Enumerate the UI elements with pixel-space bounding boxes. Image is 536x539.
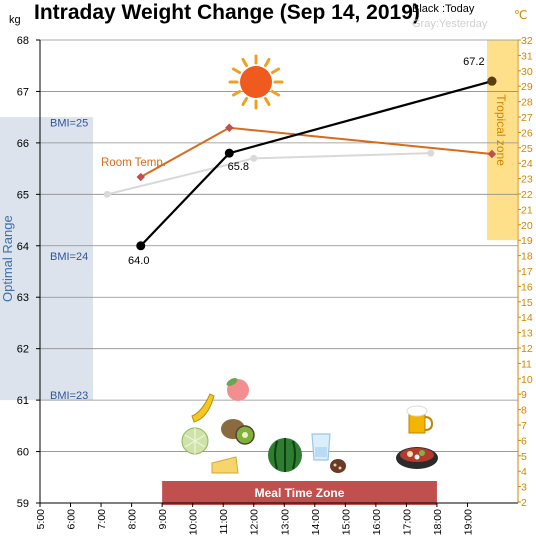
x-tick-label: 12:00 (249, 509, 261, 535)
x-tick-label: 10:00 (188, 509, 200, 535)
x-tick-label: 19:00 (462, 509, 474, 535)
water-glass-icon (311, 433, 331, 461)
y-tick-label: 60 (17, 447, 29, 459)
y2-tick-label: 20 (521, 220, 533, 232)
room-temp-series-point (487, 149, 497, 159)
y2-tick-label: 28 (521, 97, 533, 109)
yesterday-series-point (427, 149, 435, 157)
meal-time-zone-label: Meal Time Zone (255, 486, 345, 500)
x-tick-label: 8:00 (127, 509, 139, 530)
y2-tick-label: 31 (521, 50, 533, 62)
y2-tick-label: 32 (521, 35, 533, 47)
x-tick-label: 6:00 (66, 509, 78, 530)
y-tick-label: 64 (17, 241, 29, 253)
today-series-line (139, 80, 493, 247)
y2-tick-label: 26 (521, 127, 533, 139)
room-temp-series-point (136, 172, 146, 182)
y2-tick-label: 7 (521, 420, 527, 432)
today-data-label: 67.2 (463, 56, 484, 68)
y2-tick-label: 10 (521, 374, 533, 386)
today-series-point (487, 76, 497, 86)
chocolate-icon (330, 459, 346, 473)
optimal-range-band (0, 117, 93, 401)
yesterday-series-point (103, 190, 111, 198)
x-tick-label: 15:00 (340, 509, 352, 535)
y2-tick-label: 14 (521, 312, 533, 324)
y2-tick-label: 12 (521, 343, 533, 355)
bmi-label: BMI=23 (50, 390, 88, 402)
y-tick-label: 65 (17, 189, 29, 201)
x-tick-label: 14:00 (310, 509, 322, 535)
y2-tick-label: 3 (521, 482, 527, 494)
y-tick-label: 59 (17, 498, 29, 510)
y2-tick-label: 27 (521, 112, 533, 124)
y2-tick-label: 29 (521, 81, 533, 93)
room-temp-series-point (225, 123, 234, 133)
today-series-point (224, 148, 234, 158)
banana-icon (191, 393, 215, 423)
beer-icon (406, 405, 434, 434)
watermelon-icon (268, 438, 302, 472)
y2-tick-label: 9 (521, 389, 527, 401)
y2-tick-label: 4 (521, 466, 527, 478)
y2-tick-label: 13 (521, 328, 533, 340)
bmi-label: BMI=25 (50, 117, 88, 129)
today-data-label: 64.0 (128, 255, 149, 267)
x-tick-label: 9:00 (157, 509, 169, 530)
room-temp-series-line (140, 126, 492, 178)
optimal-range-label: Optimal Range (0, 215, 15, 302)
today-data-label: 65.8 (228, 161, 249, 173)
x-tick-label: 5:00 (35, 509, 47, 530)
legend-today: Black :Today (412, 3, 475, 15)
y2-tick-label: 25 (521, 143, 533, 155)
y-tick-label: 66 (17, 138, 29, 150)
cheese-icon (211, 456, 239, 474)
y2-tick-label: 30 (521, 66, 533, 78)
y-tick-label: 61 (17, 395, 29, 407)
y2-tick-label: 2 (521, 497, 527, 509)
x-tick-label: 11:00 (218, 509, 230, 535)
x-tick-label: 18:00 (432, 509, 444, 535)
sun-icon (228, 54, 284, 110)
y2-tick-label: 6 (521, 435, 527, 447)
x-tick-label: 16:00 (371, 509, 383, 535)
peach-icon (226, 378, 249, 401)
bmi-label: BMI=24 (50, 251, 88, 263)
legend-yesterday: Gray:Yesterday (412, 18, 488, 30)
x-tick-label: 13:00 (279, 509, 291, 535)
y2-tick-label: 8 (521, 405, 527, 417)
meal-time-zone-bar (162, 481, 437, 505)
tropical-zone-label: Tropical zone (494, 94, 508, 166)
hotpot-icon (396, 447, 438, 469)
yesterday-series-point (250, 154, 258, 162)
y2-tick-label: 16 (521, 281, 533, 293)
today-series-point (136, 241, 146, 251)
y-axis-unit: kg (9, 14, 21, 26)
room-temp-label: Room Temp. (101, 157, 166, 169)
y2-axis-unit: ℃ (514, 8, 528, 22)
kiwi-icon (221, 419, 255, 445)
y-tick-label: 68 (17, 35, 29, 47)
y-tick-label: 63 (17, 292, 29, 304)
y2-tick-label: 11 (521, 358, 532, 370)
y2-tick-label: 22 (521, 189, 533, 201)
x-tick-label: 7:00 (96, 509, 108, 530)
y-tick-label: 67 (17, 86, 29, 98)
x-tick-label: 17:00 (401, 509, 413, 535)
y2-tick-label: 21 (521, 204, 533, 216)
y2-tick-label: 19 (521, 235, 533, 247)
chart-title: Intraday Weight Change (Sep 14, 2019) (34, 1, 420, 24)
y-tick-label: 62 (17, 344, 29, 356)
melon-icon (181, 427, 209, 455)
y2-tick-label: 5 (521, 451, 527, 463)
y2-tick-label: 15 (521, 297, 533, 309)
y2-tick-label: 18 (521, 251, 533, 263)
y2-tick-label: 23 (521, 174, 533, 186)
tropical-zone-band (487, 40, 517, 241)
y2-tick-label: 24 (521, 158, 533, 170)
y2-tick-label: 17 (521, 266, 533, 278)
